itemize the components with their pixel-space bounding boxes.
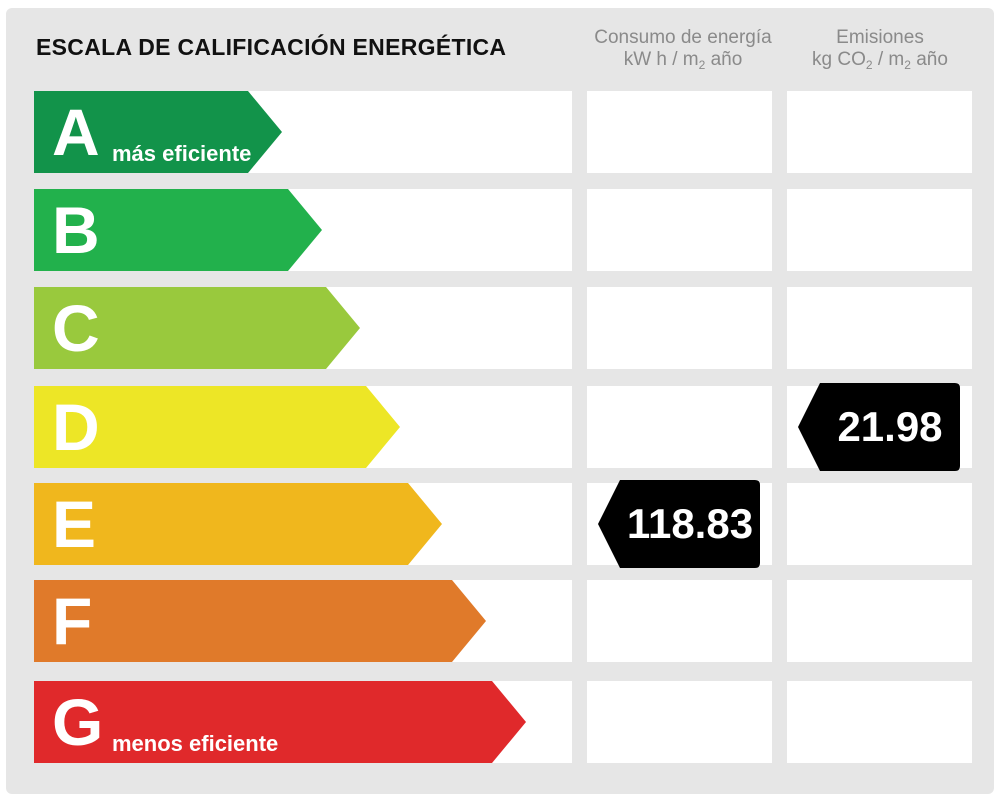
emisiones-badge-shape (798, 383, 960, 471)
rating-arrow-b: B (34, 189, 322, 271)
emisiones-cell-e (787, 483, 972, 565)
rating-arrow-shape-g (34, 681, 526, 763)
emisiones-cell-b (787, 189, 972, 271)
consumo-cell-a (587, 91, 772, 173)
rating-arrow-d: D (34, 386, 400, 468)
consumo-cell-b (587, 189, 772, 271)
consumo-header-line1: Consumo de energía (594, 27, 772, 48)
consumo-badge-value: 118.83 (626, 500, 754, 547)
rating-note-a: más eficiente (112, 141, 252, 166)
consumo-cell-f (587, 580, 772, 662)
emisiones-cell-g (787, 681, 972, 763)
page-title: ESCALA DE CALIFICACIÓN ENERGÉTICA (36, 34, 507, 60)
emisiones-cell-f (787, 580, 972, 662)
rating-letter-d: D (52, 390, 100, 464)
rating-letter-b: B (52, 193, 100, 267)
emisiones-header-line2: kg CO2 / m2 año (812, 49, 948, 72)
rating-letter-f: F (52, 584, 93, 658)
rating-letter-g: G (52, 685, 104, 759)
rating-arrow-shape-c (34, 287, 360, 369)
rating-arrow-shape-d (34, 386, 400, 468)
consumo-badge: 118.83 (598, 480, 760, 568)
emisiones-header-line1: Emisiones (836, 27, 924, 48)
consumo-header-line2: kW h / m2 año (623, 49, 743, 72)
emisiones-badge-value: 21.98 (837, 403, 943, 450)
consumo-cell-c (587, 287, 772, 369)
rating-arrow-f: F (34, 580, 486, 662)
rating-arrow-shape-a (34, 91, 282, 173)
rating-letter-c: C (52, 291, 100, 365)
emisiones-column-header: Emisiones kg CO2 / m2 año (780, 27, 980, 71)
rating-letter-e: E (52, 487, 97, 561)
rating-arrow-c: C (34, 287, 360, 369)
rating-arrow-e: E (34, 483, 442, 565)
rating-arrow-shape-b (34, 189, 322, 271)
emisiones-badge: 21.98 (798, 383, 960, 471)
rating-arrow-shape-f (34, 580, 486, 662)
emisiones-cell-a (787, 91, 972, 173)
consumo-cell-g (587, 681, 772, 763)
emisiones-cell-c (787, 287, 972, 369)
rating-letter-a: A (52, 95, 100, 169)
rating-note-g: menos eficiente (112, 731, 279, 756)
consumo-column-header: Consumo de energía kW h / m2 año (583, 27, 783, 71)
consumo-cell-d (587, 386, 772, 468)
rating-arrow-shape-e (34, 483, 442, 565)
consumo-badge-shape (598, 480, 760, 568)
